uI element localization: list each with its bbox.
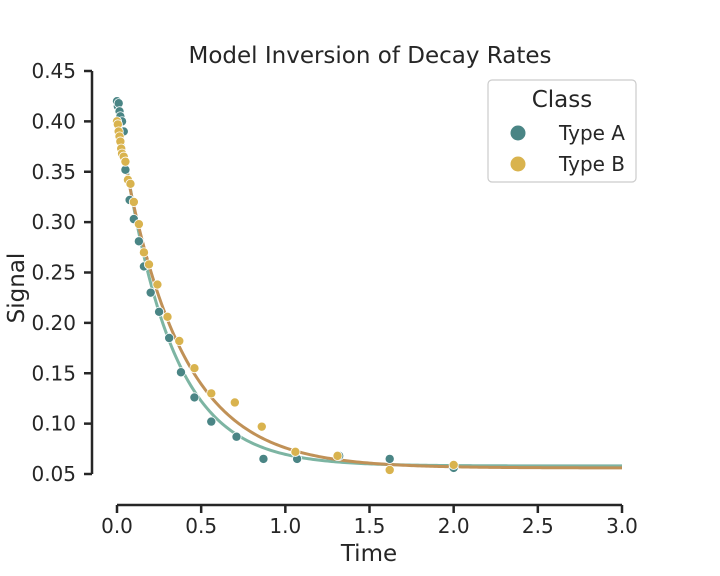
point-type-b (125, 178, 136, 189)
data-points (112, 96, 459, 475)
point-type-b (256, 421, 267, 432)
y-tick-label: 0.40 (31, 109, 76, 133)
point-type-a (231, 431, 242, 442)
x-tick-label: 3.0 (606, 514, 638, 538)
point-type-b (384, 464, 395, 475)
x-tick-label: 0.0 (101, 514, 133, 538)
y-tick-label: 0.15 (31, 361, 76, 385)
point-type-b (128, 196, 139, 207)
point-type-b (229, 397, 240, 408)
point-type-b (120, 156, 131, 167)
x-axis-label: Time (340, 541, 397, 567)
chart-title: Model Inversion of Decay Rates (188, 43, 551, 69)
point-type-b (143, 259, 154, 270)
legend: Class Type A Type B (487, 79, 637, 183)
x-tick-label: 2.0 (438, 514, 470, 538)
y-tick-label: 0.20 (31, 311, 76, 335)
point-type-b (174, 336, 185, 347)
y-tick-label: 0.25 (31, 261, 76, 285)
point-type-b (448, 459, 459, 470)
x-tick-label: 0.5 (185, 514, 217, 538)
point-type-a (206, 416, 217, 427)
point-type-a (133, 236, 144, 247)
point-type-a (175, 367, 186, 378)
fit-lines (115, 101, 622, 470)
legend-label: Type B (558, 152, 625, 176)
y-tick-label: 0.05 (31, 462, 76, 486)
y-tick-label: 0.35 (31, 160, 76, 184)
x-ticks: 0.0 0.5 1.0 1.5 2.0 2.5 3.0 (101, 505, 638, 538)
x-tick-label: 2.5 (522, 514, 554, 538)
legend-marker-type-b (510, 156, 526, 172)
point-type-b (290, 446, 301, 457)
x-tick-label: 1.0 (269, 514, 301, 538)
point-type-a (258, 453, 269, 464)
legend-marker-type-a (510, 125, 526, 141)
point-type-a (384, 453, 395, 464)
legend-title: Class (532, 87, 593, 113)
y-ticks: 0.05 0.10 0.15 0.20 0.25 0.30 0.35 0.40 0.45 (31, 59, 92, 486)
point-type-a (164, 332, 175, 343)
point-type-b (162, 311, 173, 322)
y-tick-label: 0.10 (31, 412, 76, 436)
point-type-a (154, 306, 165, 317)
y-tick-label: 0.45 (31, 59, 76, 83)
point-type-b (332, 450, 343, 461)
point-type-b (189, 363, 200, 374)
point-type-a (145, 287, 156, 298)
point-type-b (133, 219, 144, 230)
point-type-b (152, 279, 163, 290)
point-type-b (138, 247, 149, 258)
y-tick-label: 0.30 (31, 210, 76, 234)
y-axis-label: Signal (4, 253, 30, 324)
legend-frame (487, 79, 637, 183)
legend-label: Type A (558, 121, 625, 145)
point-type-b (206, 388, 217, 399)
point-type-a (189, 392, 200, 403)
fit-line-type-b (115, 119, 622, 470)
x-tick-label: 1.5 (354, 514, 386, 538)
